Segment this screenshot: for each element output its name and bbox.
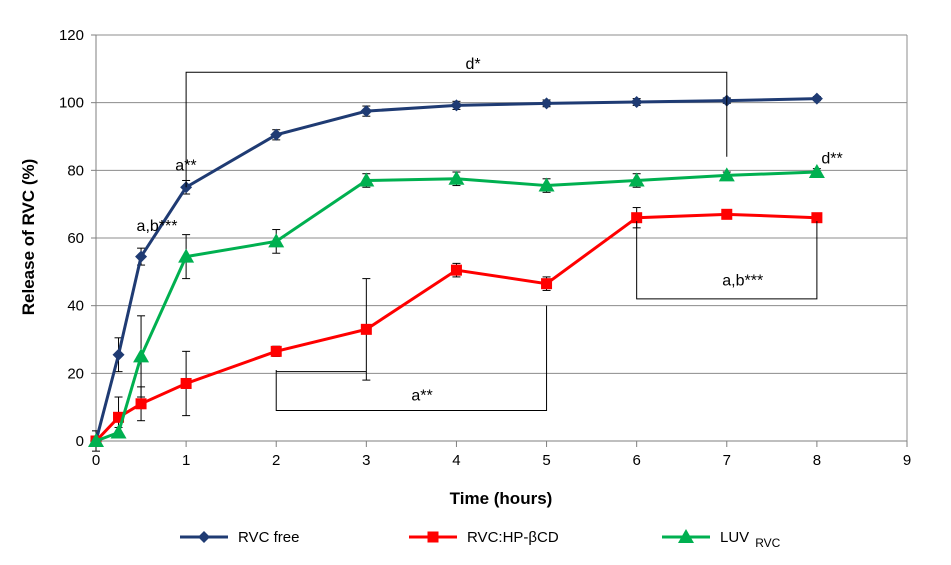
legend-label: LUV RVC — [720, 529, 781, 550]
grid-lines — [96, 34, 908, 441]
annotation-label: a,b*** — [722, 272, 763, 289]
significance-bracket — [185, 71, 728, 188]
annotation-label: d** — [821, 151, 842, 168]
axes — [91, 34, 908, 447]
x-tick-label: 2 — [272, 452, 280, 469]
x-tick-label: 3 — [362, 452, 370, 469]
data-point — [678, 529, 694, 543]
annotation-label: a** — [175, 157, 196, 174]
data-point — [110, 424, 127, 439]
data-point — [133, 348, 150, 363]
data-point — [178, 248, 195, 263]
data-point — [198, 531, 210, 543]
legend-label: RVC:HP-βCD — [467, 529, 559, 546]
x-tick-label: 0 — [92, 452, 100, 469]
data-point — [135, 250, 148, 263]
legend: RVC free RVC:HP-βCD LUV RVC — [180, 529, 781, 550]
x-tick-label: 1 — [182, 452, 190, 469]
series-line — [95, 170, 817, 443]
series-layer — [88, 92, 825, 447]
x-tick-label: 7 — [723, 452, 731, 469]
annotation-label: d* — [465, 56, 480, 73]
data-point — [810, 92, 823, 105]
x-tick-label: 4 — [452, 452, 460, 469]
data-point — [721, 208, 733, 220]
data-point — [427, 531, 439, 543]
annotation-label: a,b*** — [137, 218, 178, 235]
legend-label: RVC free — [238, 529, 299, 546]
data-point — [718, 167, 735, 182]
tick-labels: 0 20 40 60 80 100 120 0 1 2 3 4 5 6 7 8 9 — [59, 27, 911, 469]
data-point — [135, 398, 147, 410]
x-tick-label: 9 — [903, 452, 911, 469]
data-point — [112, 348, 125, 361]
data-point — [113, 411, 125, 423]
y-tick-label: 0 — [76, 433, 84, 450]
data-point — [270, 128, 283, 141]
data-point — [360, 105, 373, 118]
significance-brackets — [185, 71, 818, 412]
y-tick-label: 20 — [67, 365, 84, 382]
annotation-label: a** — [411, 387, 432, 404]
data-point — [808, 164, 825, 179]
x-tick-label: 5 — [542, 452, 550, 469]
significance-bracket — [275, 305, 548, 412]
data-point — [180, 377, 192, 389]
data-point — [88, 433, 104, 447]
y-axis-title: Release of RVC (%) — [19, 159, 38, 316]
data-point — [631, 212, 643, 224]
data-point — [360, 323, 372, 335]
x-tick-label: 6 — [632, 452, 640, 469]
y-tick-label: 60 — [67, 230, 84, 247]
data-point — [541, 278, 553, 290]
data-point — [630, 95, 643, 108]
data-point — [450, 99, 463, 112]
data-point — [538, 177, 555, 192]
y-tick-label: 40 — [67, 298, 84, 315]
data-point — [450, 264, 462, 276]
legend-subscript: RVC — [755, 536, 780, 550]
annotations: a,b*** a** d* d** a** a,b*** — [137, 56, 843, 405]
x-tick-label: 8 — [813, 452, 821, 469]
significance-bracket — [636, 221, 818, 300]
x-axis-title: Time (hours) — [450, 489, 553, 508]
data-point — [268, 233, 285, 248]
data-point — [628, 172, 645, 187]
data-point — [540, 97, 553, 110]
data-point — [358, 172, 375, 187]
data-point — [448, 170, 465, 185]
y-tick-label: 120 — [59, 27, 84, 44]
data-point — [270, 345, 282, 357]
series-line — [94, 212, 817, 443]
data-point — [811, 212, 823, 224]
y-tick-label: 100 — [59, 95, 84, 112]
y-tick-label: 80 — [67, 162, 84, 179]
